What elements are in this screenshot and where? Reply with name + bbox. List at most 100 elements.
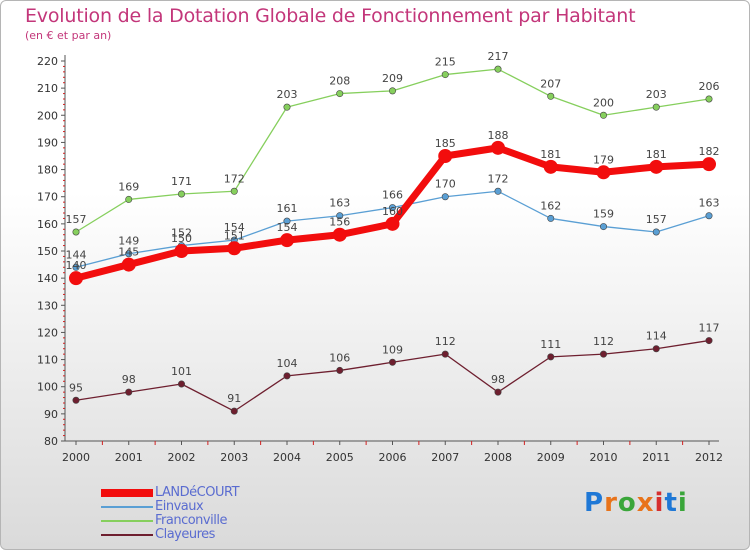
y-minor-tick	[63, 261, 65, 263]
y-minor-tick	[63, 418, 65, 420]
data-point	[494, 187, 502, 195]
data-label: 160	[382, 205, 403, 218]
y-minor-tick	[63, 326, 65, 328]
x-tick-label: 2006	[379, 451, 407, 464]
data-label: 151	[224, 229, 245, 242]
data-label: 114	[646, 330, 667, 343]
data-label: 104	[277, 357, 298, 370]
y-tick-label: 100	[37, 381, 58, 394]
logo-letter: P	[584, 488, 605, 518]
data-label: 112	[435, 335, 456, 348]
data-label: 163	[699, 197, 720, 210]
data-label: 98	[491, 373, 505, 386]
y-tick-label: 90	[44, 408, 58, 421]
logo-letter: i	[677, 488, 688, 518]
legend-swatch	[101, 506, 153, 508]
y-minor-tick	[63, 125, 65, 127]
y-minor-tick	[63, 342, 65, 344]
y-tick-label: 160	[37, 218, 58, 231]
y-tick-label: 150	[37, 245, 58, 258]
data-point	[336, 366, 344, 374]
data-point	[72, 396, 80, 404]
data-point	[121, 257, 136, 272]
legend-label: Clayeures	[155, 527, 215, 542]
x-tick-label: 2000	[62, 451, 90, 464]
data-point	[705, 337, 713, 345]
chart-title: Evolution de la Dotation Globale de Fonc…	[25, 5, 636, 27]
y-minor-tick	[63, 407, 65, 409]
y-minor-tick	[63, 429, 65, 431]
data-label: 185	[435, 137, 456, 150]
data-label: 157	[646, 213, 667, 226]
data-label: 145	[118, 246, 139, 259]
data-point	[125, 250, 133, 258]
x-tick-label: 2005	[326, 451, 354, 464]
data-point	[388, 358, 396, 366]
data-label: 170	[435, 178, 456, 191]
data-point	[336, 90, 344, 98]
y-tick-label: 80	[44, 435, 58, 448]
data-point	[125, 195, 133, 203]
data-label: 154	[277, 221, 298, 234]
y-minor-tick	[63, 136, 65, 138]
data-label: 206	[699, 80, 720, 93]
data-label: 200	[593, 96, 614, 109]
y-minor-tick	[63, 234, 65, 236]
y-minor-tick	[63, 163, 65, 165]
data-label: 162	[540, 199, 561, 212]
data-label: 179	[593, 153, 614, 166]
data-label: 171	[171, 175, 192, 188]
data-label: 207	[540, 77, 561, 90]
data-label: 156	[329, 216, 350, 229]
logo-letter: t	[664, 488, 678, 518]
data-label: 109	[382, 343, 403, 356]
y-minor-tick	[63, 245, 65, 247]
data-label: 149	[118, 235, 139, 248]
y-tick-label: 180	[37, 164, 58, 177]
x-tick-label: 2003	[220, 451, 248, 464]
y-tick-label: 210	[37, 82, 58, 95]
y-tick-label: 130	[37, 299, 58, 312]
y-minor-tick	[63, 310, 65, 312]
y-minor-tick	[63, 174, 65, 176]
y-tick-label: 190	[37, 136, 58, 149]
x-tick-label: 2009	[537, 451, 565, 464]
data-point	[385, 216, 400, 231]
data-point	[283, 372, 291, 380]
y-minor-tick	[63, 185, 65, 187]
data-point	[491, 140, 505, 155]
data-label: 181	[540, 148, 561, 161]
data-label: 157	[66, 213, 87, 226]
y-tick-label: 140	[37, 272, 58, 285]
y-minor-tick	[63, 109, 65, 111]
data-point	[441, 350, 449, 358]
data-point	[125, 388, 133, 396]
data-label: 208	[329, 75, 350, 88]
y-minor-tick	[63, 397, 65, 399]
data-point	[283, 103, 291, 111]
data-label: 91	[227, 392, 241, 405]
data-point	[441, 193, 449, 201]
legend-swatch	[101, 520, 153, 522]
y-minor-tick	[63, 293, 65, 295]
y-minor-tick	[63, 375, 65, 377]
data-point	[441, 71, 449, 79]
data-label: 163	[329, 197, 350, 210]
data-point	[599, 223, 607, 231]
logo-letter: i	[654, 488, 665, 518]
legend-label: Franconville	[155, 513, 227, 528]
data-label: 152	[171, 227, 192, 240]
data-point	[283, 217, 291, 225]
data-point	[652, 345, 660, 353]
data-point	[332, 227, 347, 242]
data-point	[388, 204, 396, 212]
data-point	[547, 214, 555, 222]
y-minor-tick	[63, 288, 65, 290]
data-label: 215	[435, 56, 456, 69]
logo-letter: x	[636, 488, 655, 518]
data-label: 95	[69, 381, 83, 394]
y-minor-tick	[63, 103, 65, 105]
y-tick-label: 200	[37, 109, 58, 122]
